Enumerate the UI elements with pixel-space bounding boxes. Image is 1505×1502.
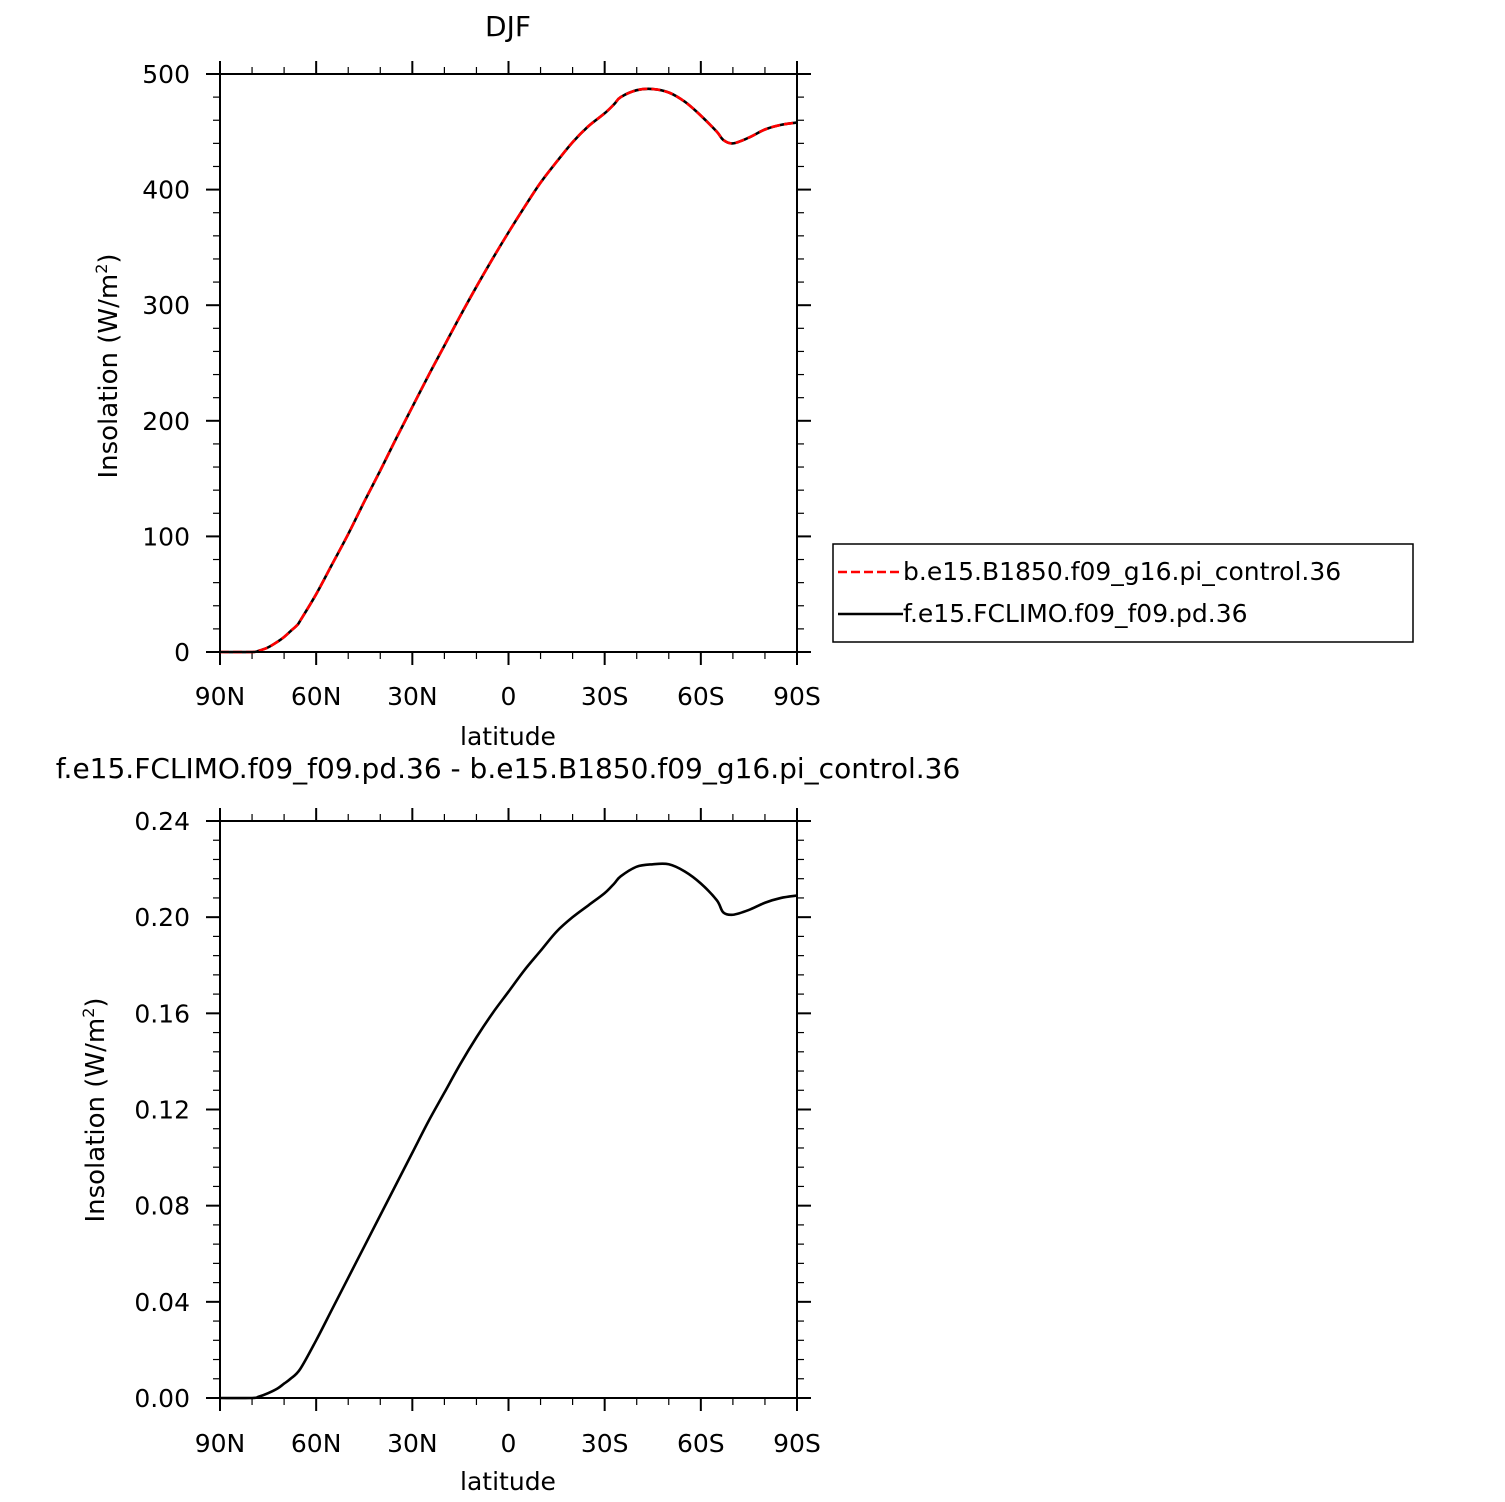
- chart-title: DJF: [485, 10, 531, 43]
- y-tick-labels: 0.00 0.04 0.08 0.12 0.16 0.20 0.24: [134, 807, 190, 1413]
- y-tick-label: 0.00: [134, 1384, 190, 1413]
- legend-entry: f.e15.FCLIMO.f09_f09.pd.36: [903, 599, 1248, 628]
- plot-frame: [219, 820, 798, 1399]
- bottom-chart: f.e15.FCLIMO.f09_f09.pd.36 - b.e15.B1850…: [56, 752, 961, 1496]
- y-tick-label: 0.16: [134, 999, 190, 1028]
- y-tick-label: 100: [142, 522, 190, 551]
- y-tick-labels: 0 100 200 300 400 500: [142, 60, 190, 667]
- x-tick-label: 0: [501, 1429, 517, 1458]
- y-tick-label: 500: [142, 60, 190, 89]
- series-line: [219, 87, 798, 654]
- plot-frame: [219, 73, 798, 653]
- y-axis-label: Insolation (W/m2): [92, 253, 124, 478]
- x-tick-labels: 90N 60N 30N 0 30S 60S 90S: [195, 682, 821, 711]
- y-axis-label: Insolation (W/m2): [79, 997, 111, 1222]
- x-tick-label: 30N: [387, 1429, 438, 1458]
- y-tick-label: 0: [174, 638, 190, 667]
- x-axis-label: latitude: [460, 1467, 556, 1496]
- y-tick-label: 0.24: [134, 807, 190, 836]
- chart-title: f.e15.FCLIMO.f09_f09.pd.36 - b.e15.B1850…: [56, 752, 961, 785]
- y-tick-label: 200: [142, 407, 190, 436]
- series-line: [219, 87, 798, 654]
- top-chart: DJF 90N 60N 30N 0 30S 60S 90S 0 100 200 300 400 500…: [92, 10, 1414, 751]
- y-tick-label: 300: [142, 291, 190, 320]
- y-tick-label: 400: [142, 176, 190, 205]
- x-tick-label: 90N: [195, 1429, 246, 1458]
- x-tick-labels: 90N 60N 30N 0 30S 60S 90S: [195, 1429, 821, 1458]
- plot-lines: [219, 862, 798, 1400]
- legend: b.e15.B1850.f09_g16.pi_control.36 f.e15.…: [832, 543, 1414, 643]
- y-tick-label: 0.12: [134, 1096, 190, 1125]
- x-tick-label: 30S: [581, 1429, 629, 1458]
- x-axis-label: latitude: [460, 722, 556, 751]
- x-tick-label: 60S: [677, 1429, 725, 1458]
- plot-lines: [219, 87, 798, 654]
- axis-ticks: [206, 808, 811, 1411]
- y-tick-label: 0.04: [134, 1288, 190, 1317]
- x-tick-label: 90S: [773, 682, 821, 711]
- x-tick-label: 60N: [291, 682, 342, 711]
- series-line: [219, 862, 798, 1400]
- y-tick-label: 0.08: [134, 1192, 190, 1221]
- x-tick-label: 30S: [581, 682, 629, 711]
- x-tick-label: 90N: [195, 682, 246, 711]
- x-tick-label: 90S: [773, 1429, 821, 1458]
- y-tick-label: 0.20: [134, 903, 190, 932]
- legend-entry: b.e15.B1850.f09_g16.pi_control.36: [903, 557, 1341, 586]
- x-tick-label: 60S: [677, 682, 725, 711]
- x-tick-label: 60N: [291, 1429, 342, 1458]
- x-tick-label: 0: [501, 682, 517, 711]
- x-tick-label: 30N: [387, 682, 438, 711]
- axis-ticks: [206, 61, 811, 665]
- legend-box: [832, 543, 1414, 643]
